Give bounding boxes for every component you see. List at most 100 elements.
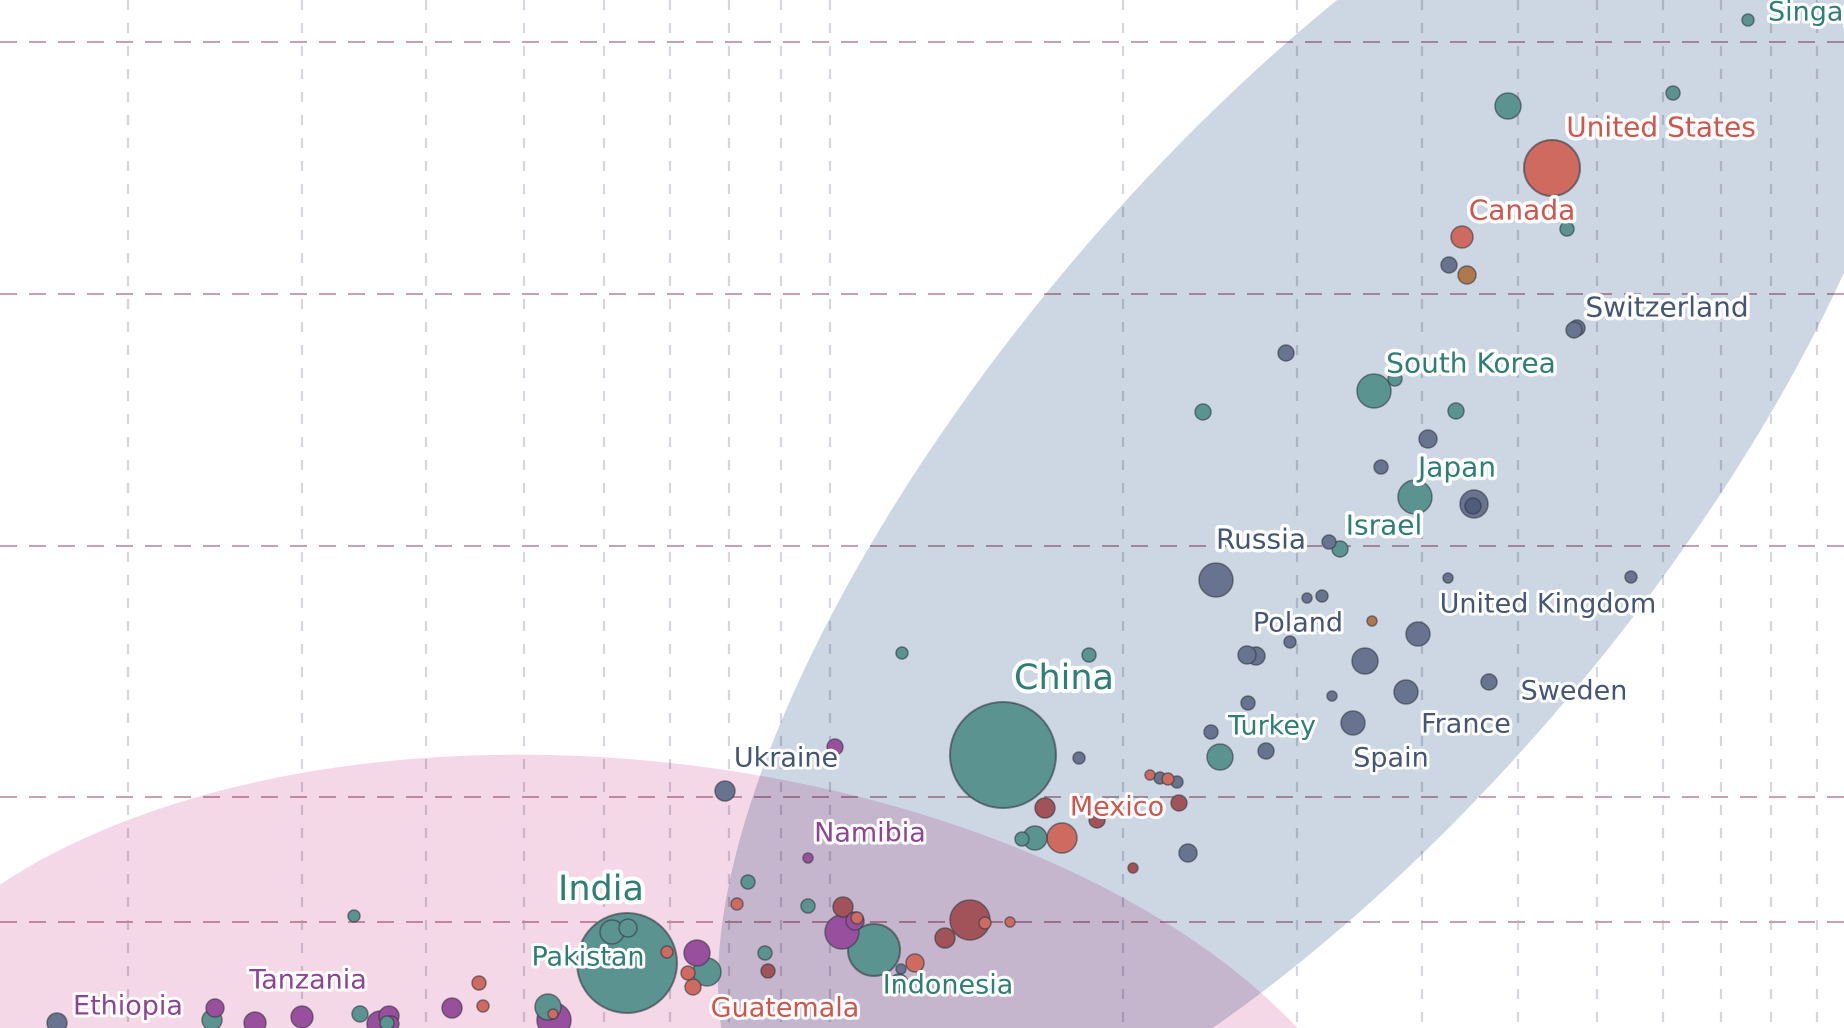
bubble-country[interactable] bbox=[1178, 843, 1198, 863]
bubble-canada[interactable] bbox=[1450, 225, 1474, 249]
bubble-country[interactable] bbox=[1351, 647, 1379, 675]
country-label-south-korea: South Korea bbox=[1386, 347, 1556, 380]
country-bubble-layer bbox=[46, 13, 1755, 1028]
bubble-united-states[interactable] bbox=[1523, 139, 1581, 197]
bubble-country[interactable] bbox=[1240, 695, 1256, 711]
bubble-country[interactable] bbox=[895, 646, 909, 660]
bubble-turkey[interactable] bbox=[1206, 743, 1234, 771]
bubble-spain[interactable] bbox=[1340, 710, 1366, 736]
bubble-country[interactable] bbox=[1373, 459, 1389, 475]
country-label-india: India bbox=[558, 869, 644, 909]
bubble-country[interactable] bbox=[290, 1005, 314, 1028]
bubble-mexico[interactable] bbox=[1046, 822, 1078, 854]
bubble-country[interactable] bbox=[379, 1015, 395, 1028]
country-label-switzerland: Switzerland bbox=[1585, 291, 1748, 324]
bubble-country[interactable] bbox=[1194, 403, 1212, 421]
bubble-china[interactable] bbox=[949, 701, 1057, 809]
bubble-russia[interactable] bbox=[1198, 562, 1234, 598]
bubble-country[interactable] bbox=[850, 911, 864, 925]
bubble-country[interactable] bbox=[1440, 256, 1458, 274]
bubble-country[interactable] bbox=[800, 898, 816, 914]
bubble-country[interactable] bbox=[1321, 534, 1337, 550]
bubble-country[interactable] bbox=[683, 939, 711, 967]
bubble-country[interactable] bbox=[978, 916, 992, 930]
bubble-country[interactable] bbox=[351, 1005, 369, 1023]
bubble-singapore[interactable] bbox=[1741, 13, 1755, 27]
bubble-country[interactable] bbox=[46, 1012, 68, 1028]
bubble-country[interactable] bbox=[895, 963, 907, 975]
bubble-country[interactable] bbox=[684, 978, 702, 996]
bubble-ukraine[interactable] bbox=[714, 780, 736, 802]
bubble-country[interactable] bbox=[1237, 645, 1257, 665]
bubble-country[interactable] bbox=[730, 897, 744, 911]
country-label-china: China bbox=[1014, 658, 1114, 698]
bubble-country[interactable] bbox=[1387, 371, 1403, 387]
bubble-country[interactable] bbox=[757, 945, 773, 961]
bubble-country[interactable] bbox=[471, 975, 487, 991]
bubble-country[interactable] bbox=[1004, 916, 1016, 928]
bubble-country[interactable] bbox=[1665, 85, 1681, 101]
country-label-singapore: Singapore bbox=[1768, 0, 1844, 28]
bubble-country[interactable] bbox=[1161, 772, 1175, 786]
bubble-country[interactable] bbox=[1088, 811, 1106, 829]
bubble-country[interactable] bbox=[347, 909, 361, 923]
bubble-country[interactable] bbox=[476, 999, 490, 1013]
bubble-country[interactable] bbox=[1127, 862, 1139, 874]
bubble-country[interactable] bbox=[1081, 647, 1097, 663]
bubble-country[interactable] bbox=[1418, 429, 1438, 449]
bubble-japan[interactable] bbox=[1397, 479, 1433, 515]
country-label-sweden: Sweden bbox=[1521, 676, 1628, 707]
country-label-guatemala: Guatemala bbox=[711, 993, 860, 1024]
bubble-country[interactable] bbox=[1257, 742, 1275, 760]
bubble-country[interactable] bbox=[1464, 497, 1482, 515]
bubble-country[interactable] bbox=[1447, 402, 1465, 420]
bubble-france[interactable] bbox=[1393, 679, 1419, 705]
bubble-country[interactable] bbox=[1326, 690, 1338, 702]
bubble-country[interactable] bbox=[1170, 794, 1188, 812]
blue-trend-ellipse bbox=[717, 0, 1844, 1028]
bubble-country[interactable] bbox=[1442, 572, 1454, 584]
bubble-country[interactable] bbox=[1203, 724, 1219, 740]
bubble-country[interactable] bbox=[660, 945, 674, 959]
bubble-guatemala[interactable] bbox=[680, 965, 696, 981]
bubble-south-korea[interactable] bbox=[1356, 373, 1392, 409]
country-label-united-kingdom: United Kingdom bbox=[1440, 589, 1657, 620]
bubble-country[interactable] bbox=[1559, 221, 1575, 237]
bubble-country[interactable] bbox=[1457, 265, 1477, 285]
bubble-united-kingdom[interactable] bbox=[1405, 621, 1431, 647]
bubble-sweden[interactable] bbox=[1480, 673, 1498, 691]
bubble-country[interactable] bbox=[1277, 344, 1295, 362]
country-label-layer: Singapore United States Canada Switzerland S… bbox=[70, 0, 1844, 1027]
country-label-spain: Spain bbox=[1353, 743, 1428, 774]
bubble-country[interactable] bbox=[1315, 589, 1329, 603]
country-label-ethiopia: Ethiopia bbox=[73, 991, 183, 1022]
bubble-country[interactable] bbox=[618, 918, 638, 938]
bubble-country[interactable] bbox=[832, 896, 854, 918]
bubble-namibia[interactable] bbox=[802, 852, 814, 864]
bubble-country[interactable] bbox=[441, 997, 463, 1019]
bubble-country[interactable] bbox=[905, 953, 925, 973]
bubble-country[interactable] bbox=[1072, 751, 1086, 765]
bubble-country[interactable] bbox=[740, 874, 756, 890]
bubble-country[interactable] bbox=[826, 738, 844, 756]
bubble-country[interactable] bbox=[1565, 321, 1583, 339]
bubble-country[interactable] bbox=[1034, 797, 1056, 819]
bubble-indonesia[interactable] bbox=[847, 923, 901, 977]
bubble-country[interactable] bbox=[1494, 92, 1522, 120]
bubble-country[interactable] bbox=[1624, 570, 1638, 584]
bubble-country[interactable] bbox=[1366, 615, 1378, 627]
bubble-country[interactable] bbox=[547, 1008, 559, 1020]
bubble-country[interactable] bbox=[1014, 831, 1030, 847]
bubble-country[interactable] bbox=[1301, 592, 1313, 604]
bubble-ethiopia[interactable] bbox=[205, 998, 225, 1018]
bubble-country[interactable] bbox=[1144, 769, 1156, 781]
bubble-country[interactable] bbox=[1283, 635, 1297, 649]
bubble-country[interactable] bbox=[243, 1011, 267, 1028]
country-label-canada: Canada bbox=[1469, 194, 1576, 227]
country-label-tanzania: Tanzania bbox=[248, 965, 367, 996]
bubble-country[interactable] bbox=[934, 927, 956, 949]
bubble-country[interactable] bbox=[760, 963, 776, 979]
country-label-turkey: Turkey bbox=[1227, 711, 1316, 742]
